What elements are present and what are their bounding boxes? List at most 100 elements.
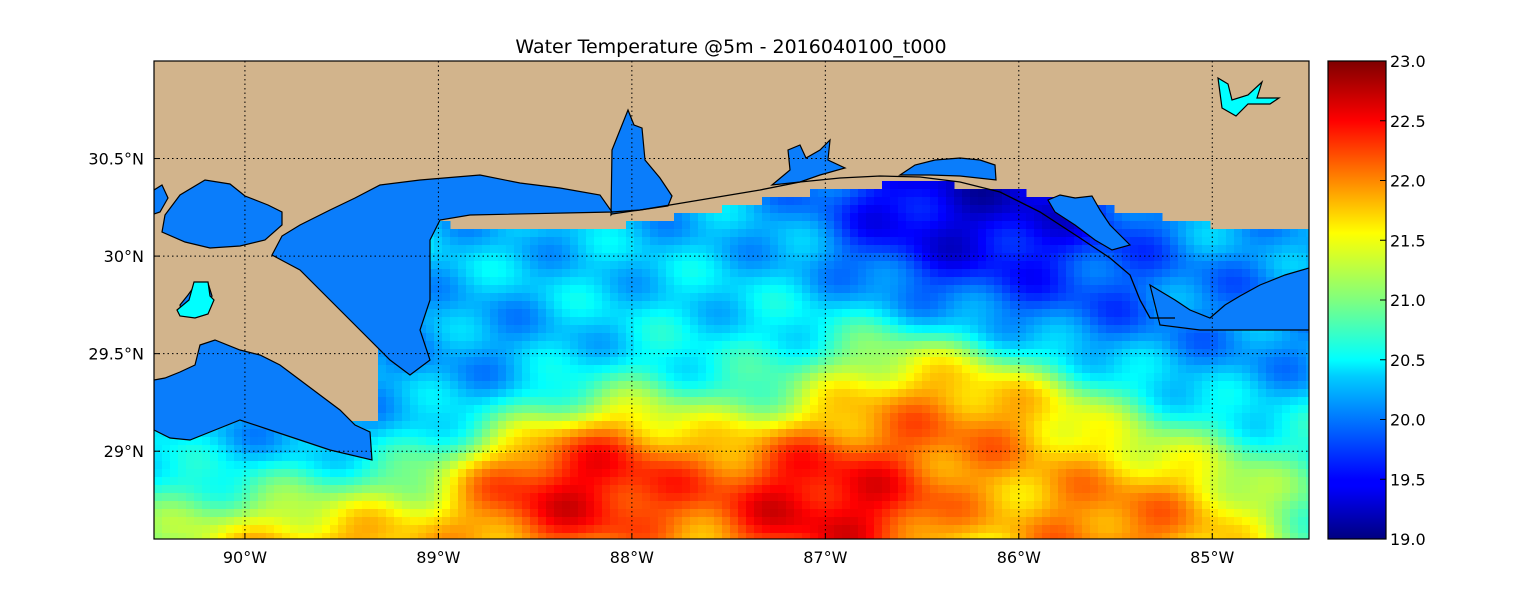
temp-cell <box>1066 509 1075 518</box>
temp-cell <box>978 453 987 462</box>
temp-cell <box>770 461 779 470</box>
temp-cell <box>618 253 627 262</box>
temp-cell <box>866 509 875 518</box>
temp-cell <box>994 453 1003 462</box>
temp-cell <box>770 237 779 246</box>
temp-cell <box>546 469 555 478</box>
temp-cell <box>962 365 971 374</box>
temp-cell <box>482 517 491 526</box>
temp-cell <box>650 301 659 310</box>
temp-cell <box>546 405 555 414</box>
temp-cell <box>490 445 499 454</box>
temp-cell <box>762 269 771 278</box>
temp-cell <box>802 501 811 510</box>
temp-cell <box>794 317 803 326</box>
temp-cell <box>1186 245 1195 254</box>
temp-cell <box>498 453 507 462</box>
temp-cell <box>858 317 867 326</box>
temp-cell <box>930 301 939 310</box>
temp-cell <box>1010 301 1019 310</box>
temp-cell <box>954 397 963 406</box>
temp-cell <box>842 373 851 382</box>
temp-cell <box>234 501 243 510</box>
temp-cell <box>650 461 659 470</box>
temp-cell <box>970 325 979 334</box>
temp-cell <box>1154 501 1163 510</box>
temp-cell <box>1250 261 1259 270</box>
temp-cell <box>226 501 235 510</box>
temp-cell <box>906 325 915 334</box>
temp-cell <box>882 333 891 342</box>
temp-cell <box>666 349 675 358</box>
temp-cell <box>1154 365 1163 374</box>
temp-cell <box>1074 397 1083 406</box>
temp-cell <box>1234 397 1243 406</box>
temp-cell <box>706 309 715 318</box>
temp-cell <box>722 293 731 302</box>
temp-cell <box>218 493 227 502</box>
temp-cell <box>890 221 899 230</box>
temp-cell <box>842 301 851 310</box>
temp-cell <box>882 229 891 238</box>
temp-cell <box>658 493 667 502</box>
temp-cell <box>834 229 843 238</box>
temp-cell <box>674 261 683 270</box>
temp-cell <box>882 253 891 262</box>
temp-cell <box>1058 509 1067 518</box>
temp-cell <box>714 245 723 254</box>
temp-cell <box>354 421 363 430</box>
temp-cell <box>850 221 859 230</box>
temp-cell <box>1090 493 1099 502</box>
temp-cell <box>546 445 555 454</box>
temp-cell <box>402 413 411 422</box>
temp-cell <box>778 461 787 470</box>
temp-cell <box>650 269 659 278</box>
temp-cell <box>810 237 819 246</box>
temp-cell <box>834 333 843 342</box>
temp-cell <box>506 381 515 390</box>
temp-cell <box>578 413 587 422</box>
temp-cell <box>986 253 995 262</box>
temp-cell <box>322 477 331 486</box>
temp-cell <box>1010 205 1019 214</box>
temp-cell <box>514 245 523 254</box>
temp-cell <box>842 221 851 230</box>
temp-cell <box>1146 485 1155 494</box>
temp-cell <box>618 277 627 286</box>
temp-cell <box>1250 445 1259 454</box>
temp-cell <box>562 437 571 446</box>
temp-cell <box>778 221 787 230</box>
temp-cell <box>1154 469 1163 478</box>
temp-cell <box>802 437 811 446</box>
temp-cell <box>1042 381 1051 390</box>
temp-cell <box>1162 445 1171 454</box>
temp-cell <box>1058 437 1067 446</box>
temp-cell <box>730 221 739 230</box>
temp-cell <box>658 373 667 382</box>
temp-cell <box>1050 445 1059 454</box>
temp-cell <box>1066 469 1075 478</box>
temp-cell <box>506 469 515 478</box>
temp-cell <box>786 325 795 334</box>
temp-cell <box>1154 429 1163 438</box>
temp-cell <box>890 333 899 342</box>
temp-cell <box>1010 237 1019 246</box>
temp-cell <box>682 493 691 502</box>
temp-cell <box>778 517 787 526</box>
temp-cell <box>1090 301 1099 310</box>
temp-cell <box>1058 381 1067 390</box>
temp-cell <box>1058 453 1067 462</box>
temp-cell <box>954 485 963 494</box>
temp-cell <box>1026 509 1035 518</box>
temp-cell <box>1050 237 1059 246</box>
temp-cell <box>618 413 627 422</box>
temp-cell <box>722 325 731 334</box>
temp-cell <box>1058 389 1067 398</box>
temp-cell <box>562 357 571 366</box>
temp-cell <box>1290 365 1299 374</box>
temp-cell <box>826 397 835 406</box>
temp-cell <box>1210 245 1219 254</box>
temp-cell <box>642 261 651 270</box>
temp-cell <box>1250 429 1259 438</box>
temp-cell <box>746 301 755 310</box>
